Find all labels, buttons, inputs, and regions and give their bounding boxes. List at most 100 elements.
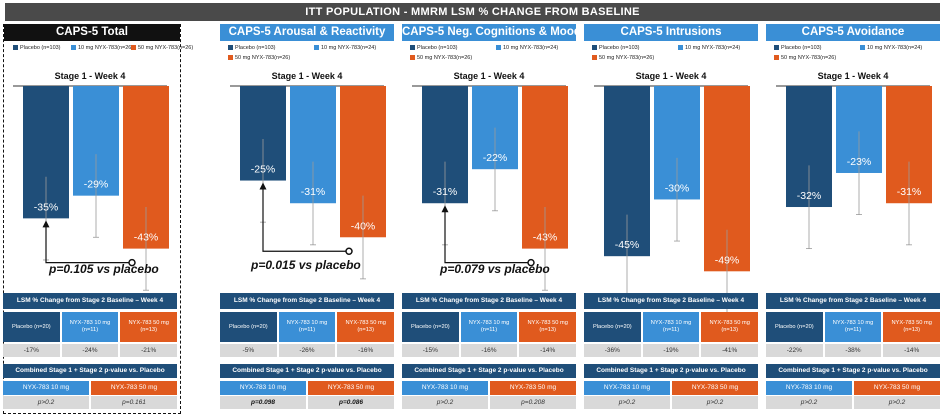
legend-10mg: 10 mg NYX-783(n=24) [496,44,558,52]
combined-header: Combined Stage 1 + Stage 2 p-value vs. P… [220,364,394,378]
stage2-value: -26% [278,344,336,357]
stage2-group-placebo: Placebo (n=20) [402,312,459,342]
combined-header: Combined Stage 1 + Stage 2 p-value vs. P… [584,364,758,378]
stage2-groups: Placebo (n=20) NYX-783 10 mg (n=11) NYX-… [584,312,759,342]
legend-placebo: Placebo (n=103) [228,44,276,52]
panel-title: CAPS-5 Arousal & Reactivity [220,24,394,41]
legend-swatch [678,44,683,50]
legend-label: 10 mg NYX-783(n=24) [503,45,559,51]
panel-caps5-avoidance: CAPS-5 Avoidance Placebo (n=103) 10 mg N… [766,24,941,412]
legend-swatch [131,44,136,50]
bar-chart: -25% -31% -40% [230,85,386,280]
combined-value: p>0.2 [672,396,758,409]
stage2-value: -36% [584,344,641,357]
comparison-arrowhead [259,182,267,190]
data-label: -49% [715,254,740,266]
stage2-group-50mg: NYX-783 50 mg (n=13) [120,312,178,342]
legend-swatch [496,44,501,50]
data-label: -45% [615,239,640,251]
combined-value: p>0.2 [766,396,852,409]
legend-label: Placebo (n=103) [417,45,458,51]
legend-50mg: 50 mg NYX-783(n=26) [228,54,290,62]
data-label: -35% [34,201,59,213]
legend-label: Placebo (n=103) [20,45,61,51]
combined-header: Combined Stage 1 + Stage 2 p-value vs. P… [3,364,177,378]
combined-value: p>0.2 [3,396,89,409]
stage2-values: -15% -16% -14% [402,344,577,357]
legend-swatch [228,54,233,60]
pvalue-text: p=0.105 vs placebo [49,262,159,276]
stage2-header: LSM % Change from Stage 2 Baseline – Wee… [3,293,177,309]
stage2-groups: Placebo (n=20) NYX-783 10 mg (n=11) NYX-… [766,312,941,342]
stage2-values: -22% -38% -14% [766,344,941,357]
stage-label: Stage 1 - Week 4 [54,71,126,81]
legend-label: 50 mg NYX-783(n=26) [781,55,837,61]
panel-title: CAPS-5 Intrusions [584,24,758,41]
stage2-values: -5% -26% -16% [220,344,395,357]
combined-group-10mg: NYX-783 10 mg [402,381,488,395]
stage2-groups: Placebo (n=20) NYX-783 10 mg (n=11) NYX-… [3,312,178,342]
combined-values: p>0.2 p>0.2 [584,396,758,409]
combined-value: p=0.098 [220,396,306,409]
stage2-group-10mg: NYX-783 10 mg (n=11) [824,312,882,342]
panel-caps5-neg-cognitions: CAPS-5 Neg. Cognitions & Mood Placebo (n… [402,24,581,412]
data-label: -43% [134,232,159,244]
comparison-dot [128,258,136,267]
stage2-groups: Placebo (n=20) NYX-783 10 mg (n=11) NYX-… [402,312,577,342]
pvalue-text: p=0.079 vs placebo [440,262,550,276]
bar-chart: -32% -23% -31% [776,85,932,250]
stage2-value: -24% [61,344,119,357]
legend-label: 50 mg NYX-783(n=26) [138,45,194,51]
stage2-value: -14% [519,344,577,357]
legend: Placebo (n=103) 10 mg NYX-783(n=24) 50 m… [768,44,940,70]
combined-header: Combined Stage 1 + Stage 2 p-value vs. P… [766,364,940,378]
stage2-value: -38% [824,344,882,357]
combined-header: Combined Stage 1 + Stage 2 p-value vs. P… [402,364,576,378]
stage-label: Stage 1 - Week 4 [271,71,343,81]
stage2-group-placebo: Placebo (n=20) [220,312,277,342]
legend-50mg: 50 mg NYX-783(n=26) [410,54,472,62]
legend-50mg: 50 mg NYX-783(n=26) [592,54,654,62]
stage2-value: -5% [220,344,277,357]
data-label: -31% [301,186,326,198]
combined-value: p>0.2 [402,396,488,409]
comparison-dot [527,258,535,267]
stage-label: Stage 1 - Week 4 [453,71,525,81]
combined-groups: NYX-783 10 mg NYX-783 50 mg [402,381,576,395]
legend-label: Placebo (n=103) [235,45,276,51]
stage2-group-10mg: NYX-783 10 mg (n=11) [460,312,518,342]
stage2-group-10mg: NYX-783 10 mg (n=11) [61,312,119,342]
data-label: -30% [665,182,690,194]
data-label: -23% [847,156,872,168]
legend-placebo: Placebo (n=103) [592,44,640,52]
stage2-value: -16% [337,344,395,357]
legend-label: 50 mg NYX-783(n=26) [599,55,655,61]
stage2-value: -41% [701,344,759,357]
combined-values: p=0.098 p=0.086 [220,396,394,409]
comparison-bracket [262,184,347,252]
stage2-value: -14% [883,344,941,357]
legend-label: Placebo (n=103) [599,45,640,51]
legend: Placebo (n=103) 10 mg NYX-783(n=26) 50 m… [5,44,193,70]
stage2-value: -17% [3,344,60,357]
stage2-group-10mg: NYX-783 10 mg (n=11) [642,312,700,342]
comparison-arrowhead [42,220,50,228]
stage2-value: -22% [766,344,823,357]
combined-groups: NYX-783 10 mg NYX-783 50 mg [766,381,940,395]
stage2-group-placebo: Placebo (n=20) [584,312,641,342]
combined-group-50mg: NYX-783 50 mg [91,381,177,395]
banner-title: ITT POPULATION - MMRM LSM % CHANGE FROM … [5,3,940,21]
stage2-value: -16% [460,344,518,357]
data-label: -22% [483,152,508,164]
stage2-value: -19% [642,344,700,357]
stage2-group-50mg: NYX-783 50 mg (n=13) [519,312,577,342]
legend-label: 50 mg NYX-783(n=26) [417,55,473,61]
stage2-value: -15% [402,344,459,357]
legend-swatch [774,44,779,50]
combined-group-50mg: NYX-783 50 mg [308,381,394,395]
comparison-bracket [444,207,529,264]
stage2-group-10mg: NYX-783 10 mg (n=11) [278,312,336,342]
stage2-header: LSM % Change from Stage 2 Baseline – Wee… [220,293,394,309]
legend-label: 10 mg NYX-783(n=26) [78,45,134,51]
data-label: -40% [351,220,376,232]
